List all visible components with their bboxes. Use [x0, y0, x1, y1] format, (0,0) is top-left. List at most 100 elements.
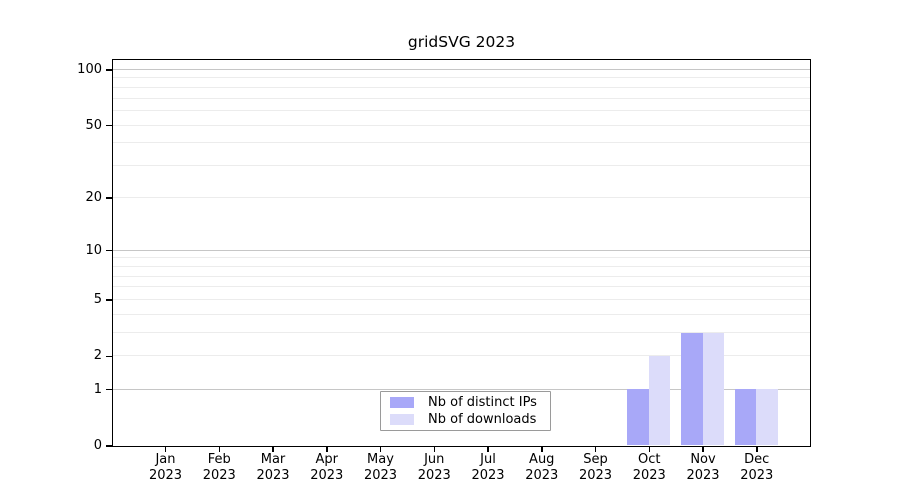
y-axis-tick: [106, 197, 113, 199]
x-tick-year: 2023: [740, 467, 774, 483]
x-tick-year: 2023: [363, 467, 398, 483]
x-tick-label: Jun 2023: [404, 452, 464, 483]
gridline-minor: [112, 77, 810, 79]
bar-nb-of-downloads-oct: [648, 355, 671, 446]
gridline-minor: [112, 86, 810, 88]
gridline-minor: [112, 142, 810, 144]
x-tick-month: Nov: [690, 452, 716, 467]
gridline-minor: [112, 124, 810, 126]
x-tick-label: Jul 2023: [458, 452, 518, 483]
x-tick-month: Jun: [424, 452, 445, 467]
gridline-minor: [112, 257, 810, 259]
gridline-major: [112, 388, 810, 390]
y-tick-label: 100: [77, 62, 102, 77]
x-axis-tick: [648, 446, 650, 452]
x-tick-month: Jul: [480, 452, 496, 467]
gridline-minor: [112, 196, 810, 198]
chart-title: gridSVG 2023: [407, 33, 516, 51]
x-tick-month: Oct: [638, 452, 661, 467]
y-tick-label: 0: [93, 438, 102, 453]
x-tick-label: May 2023: [351, 452, 411, 483]
gridline-minor: [112, 110, 810, 112]
x-tick-month: Feb: [207, 452, 231, 467]
x-tick-month: May: [367, 452, 394, 467]
x-tick-label: Oct 2023: [619, 452, 679, 483]
gridline-major: [112, 69, 810, 70]
gridline-minor: [112, 313, 810, 315]
y-tick-label: 5: [93, 292, 102, 308]
y-tick-label: 2: [93, 348, 102, 364]
gridline-minor: [112, 355, 810, 357]
x-axis-tick: [272, 446, 274, 452]
x-tick-year: 2023: [202, 467, 236, 483]
y-axis-tick: [106, 124, 113, 127]
x-tick-year: 2023: [471, 467, 505, 483]
x-tick-year: 2023: [417, 467, 451, 483]
legend-label: Nb of distinct IPs: [428, 395, 537, 410]
x-axis-tick: [164, 446, 167, 452]
x-tick-label: Sep 2023: [566, 452, 626, 483]
x-tick-label: Nov 2023: [673, 452, 733, 483]
x-tick-month: Mar: [260, 452, 286, 467]
x-tick-month: Aug: [529, 452, 555, 467]
bar-nb-of-downloads-dec: [756, 389, 778, 446]
y-axis-tick: [106, 445, 113, 447]
x-tick-label: Dec 2023: [727, 452, 787, 483]
x-axis-tick: [594, 446, 597, 452]
x-tick-year: 2023: [310, 467, 344, 483]
legend: Nb of distinct IPs Nb of downloads: [380, 391, 551, 431]
x-tick-label: Jan 2023: [136, 452, 196, 483]
y-axis-tick: [106, 249, 113, 252]
x-tick-month: Sep: [583, 452, 608, 467]
plot-area: [111, 58, 811, 447]
x-tick-year: 2023: [148, 467, 183, 483]
x-tick-month: Dec: [744, 452, 770, 467]
x-tick-year: 2023: [578, 467, 613, 483]
bar-nb-of-downloads-nov: [702, 332, 724, 446]
gridline-minor: [112, 275, 810, 277]
plot-inner: [112, 60, 810, 446]
x-tick-month: Jan: [155, 452, 176, 467]
legend-row: Nb of downloads: [381, 412, 550, 427]
x-tick-label: Mar 2023: [243, 452, 303, 483]
x-axis-tick: [541, 446, 543, 452]
bar-nb-of-distinct-ips-dec: [734, 389, 757, 446]
y-tick-label: 50: [85, 117, 102, 133]
y-axis-tick: [106, 69, 113, 71]
x-tick-label: Feb 2023: [189, 452, 249, 483]
gridline-minor: [112, 97, 810, 99]
gridline-minor: [112, 286, 810, 288]
x-tick-year: 2023: [632, 467, 666, 483]
legend-swatch: [390, 414, 414, 425]
x-axis-tick: [702, 446, 704, 452]
y-tick-label: 1: [93, 381, 102, 397]
bar-nb-of-distinct-ips-nov: [681, 332, 703, 446]
x-axis-tick: [487, 446, 489, 452]
x-tick-year: 2023: [525, 467, 559, 483]
bar-nb-of-distinct-ips-oct: [627, 389, 649, 446]
y-axis-tick: [106, 299, 113, 301]
legend-row: Nb of distinct IPs: [381, 395, 550, 410]
gridline-minor: [112, 332, 810, 334]
gridline-major: [112, 249, 810, 251]
y-tick-label: 10: [85, 242, 102, 258]
gridline-minor: [112, 265, 810, 267]
x-axis-tick: [326, 446, 328, 452]
legend-label: Nb of downloads: [428, 412, 537, 427]
x-axis-tick: [379, 446, 382, 452]
x-tick-label: Apr 2023: [297, 452, 357, 483]
legend-swatch: [390, 397, 414, 408]
y-axis-tick: [106, 355, 113, 358]
y-tick-label: 20: [85, 189, 102, 205]
gridline-minor: [112, 165, 810, 167]
x-axis-tick: [756, 446, 758, 452]
x-axis-tick: [433, 446, 435, 452]
x-tick-label: Aug 2023: [512, 452, 572, 483]
x-axis-tick: [218, 446, 220, 452]
x-tick-month: Apr: [315, 452, 339, 467]
y-axis-tick: [106, 388, 113, 391]
x-tick-year: 2023: [686, 467, 720, 483]
x-tick-year: 2023: [256, 467, 290, 483]
gridline-minor: [112, 299, 810, 301]
